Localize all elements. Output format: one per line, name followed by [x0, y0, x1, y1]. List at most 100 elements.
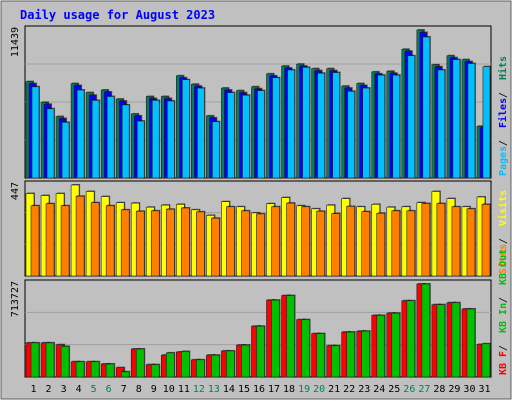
bar-volume-kb-in [361, 330, 371, 378]
legend-item: Pages [498, 146, 509, 176]
bar-volume-kb-in [406, 300, 416, 378]
x-tick-label: 11 [178, 384, 190, 395]
bar-visits-sites [226, 206, 235, 277]
bar-volume-kb-in [466, 308, 476, 378]
legend-separator: / [498, 297, 509, 303]
bar-visits-sites [391, 210, 401, 277]
legend-visits: Sites / Visits [497, 190, 509, 274]
bar-hits-pages [407, 55, 416, 179]
bar-visits-sites [30, 205, 40, 277]
max-label-hits: 11439 [10, 27, 21, 57]
x-tick-label: 9 [151, 384, 157, 395]
bar-volume-kb-in [331, 345, 340, 378]
legend-item: Files [497, 98, 509, 128]
bar-hits-pages [482, 66, 491, 179]
legend-separator: / [498, 345, 509, 351]
legend-separator: / [498, 238, 509, 244]
bar-hits-pages [61, 122, 70, 179]
bar-visits-sites [481, 204, 491, 277]
bar-visits-sites [451, 206, 461, 277]
bar-hits-pages [121, 104, 130, 179]
x-tick-label: 24 [373, 384, 385, 395]
panels: 11439 Pages / Files / Hits 447 Sites / Visi… [10, 25, 509, 378]
bar-visits-sites [346, 206, 355, 277]
legend-item: KB F [498, 351, 509, 375]
bar-volume-kb-in [211, 354, 220, 378]
x-tick-label: 20 [313, 384, 325, 395]
bar-hits-pages [227, 92, 235, 179]
bar-visits-sites [150, 210, 160, 277]
bar-hits-pages [46, 108, 55, 179]
bar-hits-pages [332, 72, 340, 179]
bar-hits-pages [287, 69, 295, 179]
bar-hits-pages [257, 90, 265, 179]
bar-hits-pages [377, 74, 386, 179]
bar-volume-kb-in [120, 371, 130, 378]
max-label-volume: 713727 [10, 281, 21, 317]
bar-visits-sites [196, 211, 205, 277]
legend-item: Visits [497, 190, 509, 226]
legend-hits: Pages / Files / Hits [497, 56, 509, 176]
bar-hits-pages [31, 86, 40, 179]
x-tick-label: 3 [61, 384, 67, 395]
bar-volume-kb-in [165, 352, 175, 378]
bar-hits-pages [437, 69, 446, 179]
x-tick-label: 29 [448, 384, 460, 395]
bar-volume-kb-in [346, 331, 355, 378]
bar-hits-pages [91, 100, 100, 179]
bar-visits-sites [301, 206, 310, 277]
x-tick-label: 26 [403, 384, 415, 395]
x-tick-label: 5 [91, 384, 97, 395]
bar-visits-sites [105, 205, 115, 277]
bar-volume-kb-in [301, 319, 310, 378]
bar-hits-pages [197, 87, 205, 179]
max-label-visits: 447 [10, 182, 21, 200]
bar-visits-sites [466, 208, 476, 277]
bar-hits-pages [392, 74, 401, 179]
bar-hits-pages [212, 121, 220, 179]
bar-volume-kb-in [135, 348, 145, 378]
bar-hits-pages [422, 36, 431, 179]
x-tick-label: 2 [46, 384, 52, 395]
bar-volume-kb-in [376, 315, 386, 378]
legend-separator: / [498, 92, 509, 98]
legend-volume: KB F / KB In / KB Out [498, 249, 509, 375]
x-tick-label: 7 [121, 384, 127, 395]
bar-visits-sites [75, 195, 85, 277]
bar-hits-pages [347, 91, 355, 179]
x-tick-label: 21 [328, 384, 340, 395]
panel-volume: 713727 KB F / KB In / KB Out [10, 249, 509, 378]
bar-visits-sites [361, 211, 371, 277]
bar-visits-sites [165, 208, 175, 277]
bar-hits-pages [362, 87, 371, 179]
x-tick-label: 28 [433, 384, 445, 395]
bar-volume-kb-in [45, 342, 55, 378]
bar-volume-kb-in [481, 343, 491, 378]
bar-volume-kb-in [436, 304, 446, 378]
x-tick-label: 13 [208, 384, 220, 395]
bar-volume-kb-in [316, 333, 325, 378]
bar-volume-kb-in [271, 299, 280, 378]
x-axis-labels: 1 2 3 4 5 6 7 8 9 10 11 12 13 14 15 16 17 18 19 20 21 22 23 24 2… [31, 384, 491, 395]
x-tick-label: 6 [106, 384, 112, 395]
bar-visits-sites [331, 213, 340, 277]
legend-separator: / [498, 140, 509, 146]
bar-volume-kb-in [196, 359, 205, 378]
x-tick-label: 22 [343, 384, 355, 395]
bar-visits-sites [211, 217, 220, 277]
x-tick-label: 31 [478, 384, 490, 395]
x-tick-label: 23 [358, 384, 370, 395]
bar-hits-pages [76, 89, 85, 179]
bar-visits-sites [271, 206, 280, 277]
x-tick-label: 14 [223, 384, 235, 395]
bar-visits-sites [60, 205, 70, 277]
x-tick-label: 30 [463, 384, 475, 395]
x-tick-label: 4 [76, 384, 82, 395]
bar-volume-kb-in [60, 346, 70, 378]
bar-hits-pages [151, 100, 160, 179]
bar-visits-sites [135, 210, 145, 277]
bar-visits-sites [256, 213, 265, 277]
bar-visits-sites [286, 202, 295, 277]
chart-title: Daily usage for August 2023 [20, 8, 215, 22]
